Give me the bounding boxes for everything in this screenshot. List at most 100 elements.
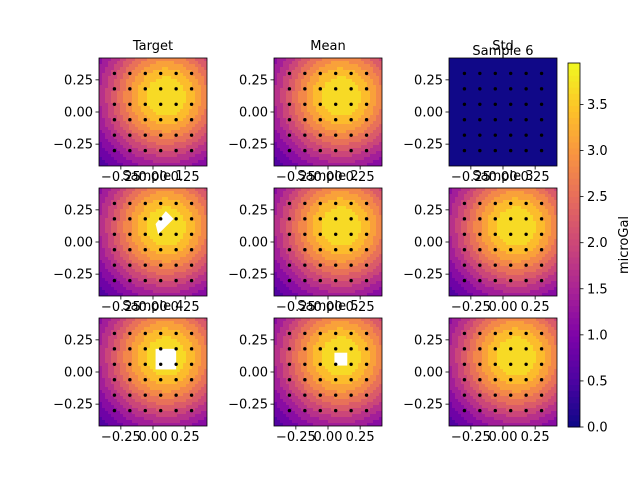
colorbar-tick-label: 0.0	[587, 421, 608, 436]
y-tick-label: −0.25	[228, 268, 268, 283]
station-point	[462, 133, 467, 137]
station-point	[349, 347, 353, 351]
colorbar-segment	[568, 196, 580, 204]
station-point	[318, 347, 322, 351]
station-point	[478, 133, 482, 137]
colorbar-segment	[568, 190, 580, 197]
station-point	[364, 378, 369, 382]
station-point	[174, 278, 178, 283]
colorbar-segment	[568, 232, 580, 240]
colorbar-segment	[568, 408, 580, 416]
colorbar: 0.0 0.5 1.0 1.5 2.0 2.5 3.0 3.5 microGal	[567, 62, 632, 436]
station-point	[524, 331, 528, 336]
station-point	[318, 102, 322, 106]
station-point	[524, 248, 528, 252]
colorbar-segment	[568, 378, 580, 386]
station-point	[143, 232, 147, 236]
colorbar-segment	[568, 154, 580, 161]
station-point	[189, 278, 194, 283]
station-point	[509, 148, 513, 153]
station-point	[318, 362, 322, 366]
station-point	[524, 87, 528, 91]
station-point	[509, 118, 513, 122]
station-point	[539, 118, 544, 122]
x-tick-label: 0.00	[314, 170, 343, 185]
x-tick-label: −0.25	[276, 170, 316, 185]
station-point	[189, 201, 194, 206]
station-point	[189, 87, 194, 91]
station-point	[128, 362, 132, 366]
x-tick-label: 0.00	[314, 430, 343, 445]
station-point	[143, 393, 147, 397]
station-point	[524, 148, 528, 153]
station-point	[112, 217, 117, 221]
x-tick-label: 0.25	[171, 170, 200, 185]
colorbar-segment	[568, 336, 580, 343]
station-point	[349, 263, 353, 267]
station-point	[189, 71, 194, 76]
y-tick-label: 0.00	[239, 106, 268, 121]
colorbar-segment	[568, 305, 580, 313]
station-point	[174, 102, 178, 106]
station-point	[287, 263, 292, 267]
colorbar-segment	[568, 384, 580, 392]
station-point	[303, 362, 307, 366]
station-point	[159, 248, 163, 252]
station-point	[349, 133, 353, 137]
colorbar-segment	[568, 402, 580, 410]
station-point	[539, 201, 544, 206]
station-point	[509, 263, 513, 267]
station-point	[303, 217, 307, 221]
station-point	[128, 118, 132, 122]
x-tick-label: 0.00	[489, 430, 518, 445]
station-point	[189, 248, 194, 252]
x-tick-label: −0.25	[101, 170, 141, 185]
station-point	[509, 102, 513, 106]
station-point	[539, 248, 544, 252]
colorbar-segment	[568, 172, 580, 179]
x-tick-label: 0.00	[489, 300, 518, 315]
x-tick-label: −0.25	[451, 170, 491, 185]
station-point	[539, 148, 544, 153]
station-point	[287, 102, 292, 106]
station-point	[112, 71, 117, 76]
colorbar-segment	[568, 293, 580, 301]
station-point	[478, 87, 482, 91]
station-point	[509, 393, 513, 397]
station-point	[349, 248, 353, 252]
station-point	[462, 331, 467, 336]
y-tick-label: −0.25	[403, 398, 443, 413]
station-point	[143, 362, 147, 366]
colorbar-segment	[568, 366, 580, 373]
station-point	[349, 408, 353, 413]
station-point	[364, 362, 369, 366]
station-point	[539, 133, 544, 137]
station-point	[318, 217, 322, 221]
colorbar-segment	[568, 299, 580, 307]
station-point	[493, 362, 497, 366]
masked-region	[155, 211, 174, 235]
colorbar-tick-label: 1.0	[587, 328, 608, 343]
station-point	[364, 278, 369, 283]
colorbar-segment	[568, 323, 580, 331]
station-point	[364, 217, 369, 221]
station-point	[159, 331, 163, 336]
station-point	[524, 217, 528, 221]
station-point	[128, 408, 132, 413]
station-point	[349, 148, 353, 153]
station-point	[364, 133, 369, 137]
station-point	[303, 347, 307, 351]
station-point	[143, 331, 147, 336]
heatmap-image	[449, 58, 557, 166]
station-point	[334, 217, 338, 221]
station-point	[462, 408, 467, 413]
station-point	[349, 393, 353, 397]
colorbar-segment	[568, 69, 580, 76]
station-point	[462, 393, 467, 397]
station-point	[478, 148, 482, 153]
masked-region	[155, 348, 177, 370]
colorbar-segment	[568, 257, 580, 264]
station-point	[128, 232, 132, 236]
panel-title: Sample 4	[122, 299, 183, 314]
